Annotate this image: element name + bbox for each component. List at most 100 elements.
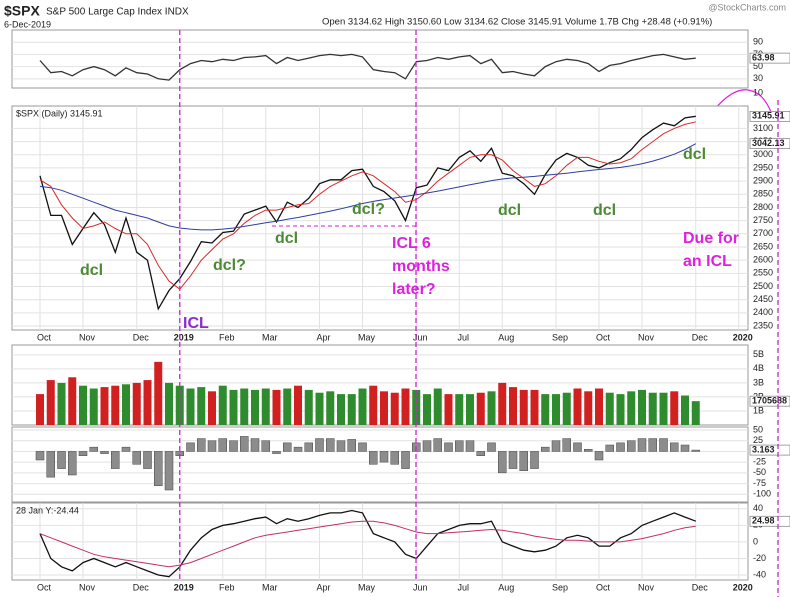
quote: Open 3134.62 High 3150.60 Low 3134.62 Cl… [322,17,712,28]
bar [627,440,636,452]
x-tick-label: Nov [79,582,96,592]
value-tag [749,515,790,527]
series-line [39,520,696,568]
bar [401,388,410,425]
annotation: dcl? [352,201,385,218]
bar [659,392,668,425]
bar [476,451,485,456]
bar [164,451,174,491]
value-tag-label: 63.98 [752,52,775,62]
bar [240,436,249,452]
bar [680,444,690,452]
series-line [39,53,696,81]
annotation: dcl [498,202,521,219]
date: 6-Dec-2019 [4,19,51,29]
bar [638,389,646,425]
x-tick-label: Oct [37,582,52,592]
bar [229,440,238,452]
bar [595,388,603,425]
bar [380,391,388,425]
y-tick-label: 2750 [753,215,773,225]
bar [594,451,604,461]
x-tick-label: Jun [413,332,428,342]
bar [154,451,163,486]
value-tag-label: 3042.13 [752,138,785,148]
y-tick-label: 2350 [753,320,773,330]
panel: 40200-20-40OctNovDec2019FebMarAprMayJunJ… [11,502,790,592]
panel: 3100305030002950290028502800275027002650… [11,87,790,342]
panel-frame [11,29,749,89]
series-line [39,509,697,578]
value-tag-label: 3.163 [752,444,775,454]
bar [197,438,206,452]
y-tick-label: 30 [753,73,763,83]
x-tick-label: Nov [638,582,655,592]
bar [261,388,270,425]
annotation: Due for [683,230,739,247]
bar [541,446,550,452]
x-tick-label: May [358,332,376,342]
y-tick-label: 4B [753,363,764,373]
x-tick-label: Aug [498,332,514,342]
bar [508,451,518,469]
bar [100,387,109,425]
bar [498,451,507,474]
bar [57,451,66,469]
x-tick-label: Nov [79,332,96,342]
bar [369,385,378,425]
bar [315,392,324,425]
bar [476,392,485,425]
bar [79,385,87,425]
x-tick-label: Mar [262,582,278,592]
bar [573,442,582,452]
bar [551,440,561,452]
bar [294,385,302,425]
y-tick-label: -20 [753,553,766,563]
bar [433,388,442,425]
annotation: ICL [183,315,209,332]
bar [111,385,120,425]
x-tick-label: Nov [638,332,655,342]
bar [444,442,453,452]
series-line [39,143,697,231]
x-tick-label: Mar [262,332,278,342]
y-tick-label: 2600 [753,255,773,265]
bar [648,392,657,425]
brand: @StockCharts.com [708,2,786,12]
bar [466,394,474,425]
bar [670,391,679,425]
bar [519,389,528,425]
annotation: dcl? [213,257,246,274]
x-tick-label: Dec [692,332,709,342]
value-tag [749,395,790,407]
x-tick-label: May [358,582,376,592]
x-tick-label: Aug [498,582,514,592]
symbol: $SPX [4,3,40,19]
bar [358,442,367,452]
y-tick-label: 2900 [753,175,773,185]
bar [100,451,109,454]
y-tick-label: 3000 [753,149,773,159]
y-tick-label: 2800 [753,202,773,212]
legend: 28 Jan Y:-24.44 [16,505,79,515]
bar [240,388,249,425]
bar [89,388,98,425]
bar [186,442,195,452]
x-tick-label: Sep [552,582,568,592]
bar [573,388,582,425]
bar [444,394,453,425]
bar [487,442,496,452]
y-tick-label: -75 [753,478,766,488]
bar [251,389,259,425]
bar [616,442,625,452]
bar [562,438,571,452]
legend: $SPX (Daily) 3145.91 [16,108,103,118]
bar [337,394,345,425]
value-tag-label: 24.98 [752,516,775,526]
bar [208,391,216,425]
bar [132,382,141,425]
bar [121,446,131,452]
y-tick-label: 3100 [753,123,773,133]
bar [562,392,571,425]
